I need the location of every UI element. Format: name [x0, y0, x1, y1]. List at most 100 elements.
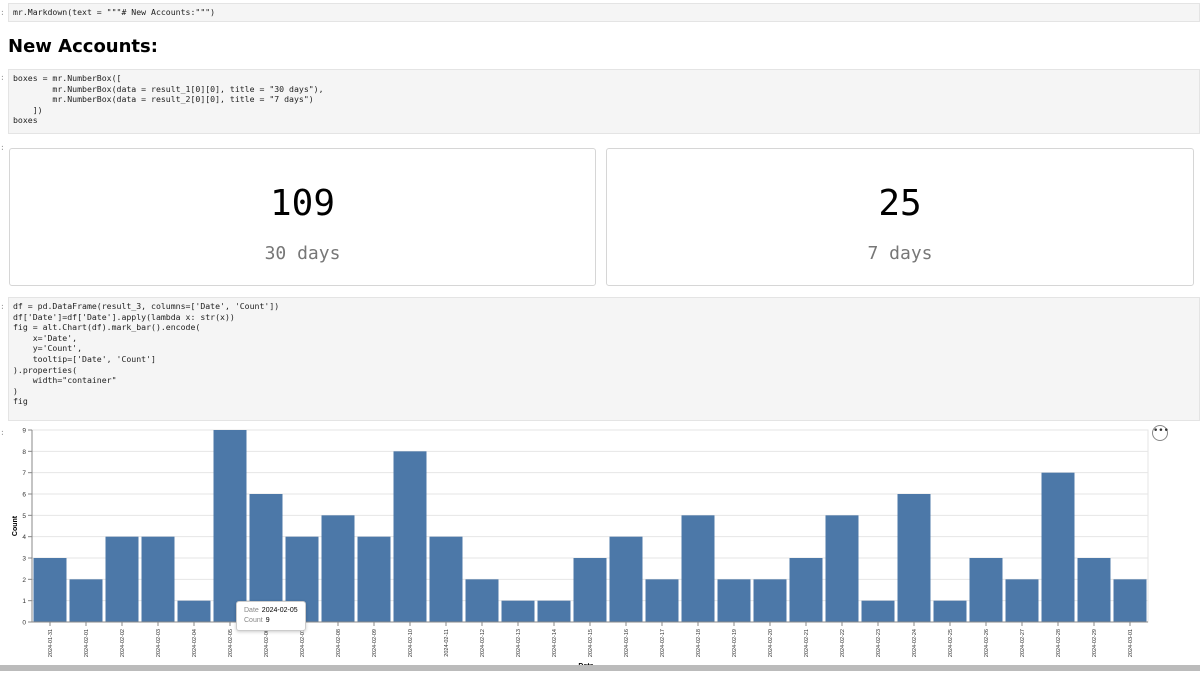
y-tick-label: 3	[22, 556, 26, 563]
x-tick-label: 2024-02-16	[624, 629, 630, 657]
bar-2024-03-01	[1113, 579, 1147, 622]
x-tick-label: 2024-02-19	[732, 629, 738, 657]
code-line: width="container"	[13, 375, 117, 386]
bar-2024-02-22	[825, 515, 859, 622]
bar-2024-02-13	[501, 600, 535, 622]
y-tick-label: 5	[22, 513, 26, 520]
code-cell-altair[interactable]: df = pd.DataFrame(result_3, columns=['Da…	[8, 297, 1200, 421]
bar-2024-02-24	[897, 494, 931, 622]
code-line: fig = alt.Chart(df).mark_bar().encode(	[13, 322, 201, 333]
bar-2024-02-05	[213, 430, 247, 622]
bar-chart: 0 1 2 3 4 5 6 7 8 9 2024-01-31 2024-02-01 2024-02-02…	[8, 425, 1200, 671]
code-line: mr.NumberBox(data = result_1[0][0], titl…	[13, 83, 324, 94]
tooltip-count-key: Count	[244, 617, 263, 624]
y-axis-title: Count	[12, 515, 19, 536]
x-tick-label: 2024-01-31	[48, 629, 54, 657]
y-tick-label: 4	[22, 534, 26, 541]
x-tick-label: 2024-02-10	[408, 629, 414, 657]
x-tick-label: 2024-02-24	[912, 629, 918, 657]
bar-2024-02-15	[573, 558, 607, 622]
number-box-title: 7 days	[867, 243, 933, 264]
code-line: boxes = mr.NumberBox([	[13, 73, 122, 83]
bar-2024-02-29	[1077, 558, 1111, 622]
number-box-7-days: 25 7 days	[606, 148, 1194, 286]
code-line: x='Date',	[13, 332, 78, 343]
bar-2024-02-08	[321, 515, 355, 622]
code-line: df = pd.DataFrame(result_3, columns=['Da…	[13, 301, 280, 311]
x-tick-label: 2024-02-18	[696, 629, 702, 657]
code-line: )	[13, 385, 18, 396]
x-tick-label: 2024-02-11	[444, 629, 450, 657]
x-tick-label: 2024-02-13	[516, 629, 522, 657]
x-tick-label: 2024-02-14	[552, 629, 558, 657]
y-tick-label: 6	[22, 492, 26, 499]
chart-axes: 0 1 2 3 4 5 6 7 8 9 2024-01-31 2024-02-01 2024-02-02…	[12, 428, 1148, 670]
bar-2024-02-10	[393, 451, 427, 622]
page-heading: New Accounts:	[8, 36, 158, 57]
x-tick-label: 2024-02-08	[336, 629, 342, 657]
x-tick-label: 2024-02-06	[264, 629, 270, 657]
y-tick-label: 1	[22, 598, 26, 605]
code-line: y='Count',	[13, 343, 83, 354]
cell-prompt: :	[0, 73, 5, 82]
code-line: ).properties(	[13, 364, 78, 375]
y-tick-label: 2	[22, 577, 26, 584]
x-tick-label: 2024-02-02	[120, 629, 126, 657]
tooltip-count-value: 9	[265, 617, 270, 624]
x-tick-label: 2024-02-27	[1020, 629, 1026, 657]
cell-prompt: :	[0, 302, 5, 311]
x-tick-label: 2024-02-21	[804, 629, 810, 657]
code-line: ])	[13, 104, 43, 115]
bar-2024-02-20	[753, 579, 787, 622]
number-box-value: 25	[878, 183, 922, 224]
code-line: tooltip=['Date', 'Count']	[13, 353, 156, 364]
horizontal-scrollbar[interactable]	[0, 665, 1200, 671]
bar-2024-02-23	[861, 600, 895, 622]
y-tick-label: 0	[22, 620, 26, 627]
x-tick-label: 2024-02-03	[156, 629, 162, 657]
tooltip-date-key: Date	[244, 607, 259, 614]
bar-2024-02-25	[933, 600, 967, 622]
bar-2024-02-18	[681, 515, 715, 622]
cell-prompt: :	[0, 8, 5, 17]
y-tick-label: 7	[22, 470, 26, 477]
x-tick-label: 2024-02-20	[768, 629, 774, 657]
chart-actions-menu-button[interactable]: •••	[1152, 425, 1169, 441]
bar-2024-02-06	[249, 494, 283, 622]
x-tick-label: 2024-02-25	[948, 629, 954, 657]
code-line: fig	[13, 396, 28, 407]
x-tick-label: 2024-02-01	[84, 629, 90, 657]
x-tick-label: 2024-02-15	[588, 629, 594, 657]
x-tick-label: 2024-02-04	[192, 629, 198, 657]
x-tick-label: 2024-02-26	[984, 629, 990, 657]
x-tick-label: 2024-02-29	[1092, 629, 1098, 657]
bar-2024-02-27	[1005, 579, 1039, 622]
x-tick-label: 2024-02-12	[480, 629, 486, 657]
bar-2024-02-03	[141, 536, 175, 622]
bar-2024-02-26	[969, 558, 1003, 622]
x-tick-label: 2024-02-05	[228, 629, 234, 657]
y-tick-label: 8	[22, 449, 26, 456]
bar-2024-01-31	[33, 558, 67, 622]
chart-bars	[33, 430, 1147, 622]
code-line: boxes	[13, 115, 38, 126]
code-cell-markdown[interactable]: mr.Markdown(text = """# New Accounts:"""…	[8, 3, 1200, 22]
bar-chart-svg: 0 1 2 3 4 5 6 7 8 9 2024-01-31 2024-02-01 2024-02-02…	[12, 428, 1149, 670]
x-tick-label: 2024-02-07	[300, 629, 306, 657]
bar-2024-02-21	[789, 558, 823, 622]
bar-2024-02-11	[429, 536, 463, 622]
code-line: df['Date']=df['Date'].apply(lambda x: st…	[13, 311, 235, 322]
code-cell-numberbox[interactable]: boxes = mr.NumberBox([ mr.NumberBox(data…	[8, 69, 1200, 134]
number-box-title: 30 days	[264, 243, 341, 264]
number-box-value: 109	[269, 183, 336, 224]
number-box-30-days: 109 30 days	[9, 148, 596, 286]
bar-2024-02-16	[609, 536, 643, 622]
bar-2024-02-19	[717, 579, 751, 622]
x-tick-label: 2024-02-09	[372, 629, 378, 657]
code-line: mr.Markdown(text = """# New Accounts:"""…	[13, 7, 216, 17]
bar-2024-02-28	[1041, 472, 1075, 622]
bar-2024-02-01	[69, 579, 103, 622]
y-tick-label: 9	[22, 428, 26, 435]
tooltip-date-value: 2024-02-05	[261, 607, 298, 614]
x-tick-label: 2024-02-22	[840, 629, 846, 657]
